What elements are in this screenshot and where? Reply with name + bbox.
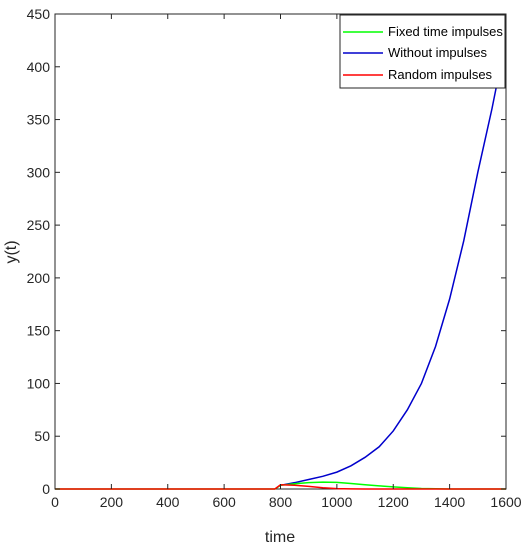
series-layer: [55, 66, 506, 490]
x-tick-label: 1600: [490, 494, 521, 510]
legend-entry-random-impulses: Random impulses: [388, 67, 493, 82]
y-axis-label: y(t): [3, 240, 20, 263]
y-tick-label: 400: [27, 59, 51, 75]
y-tick-label: 100: [27, 375, 51, 391]
x-tick-label: 1000: [321, 494, 352, 510]
y-tick-label: 150: [27, 323, 51, 339]
series-line-random-impulses: [55, 484, 506, 490]
x-tick-label: 600: [212, 494, 236, 510]
y-tick-label: 350: [27, 112, 51, 128]
x-tick-label: 1200: [378, 494, 409, 510]
y-tick-label: 450: [27, 6, 51, 22]
y-tick-label: 0: [42, 481, 50, 497]
x-tick-label: 800: [269, 494, 293, 510]
x-tick-label: 400: [156, 494, 180, 510]
x-tick-label: 0: [51, 494, 59, 510]
legend-box: [339, 14, 506, 89]
x-tick-label: 200: [100, 494, 124, 510]
legend-entry-fixed-time-impulses: Fixed time impulses: [388, 24, 503, 39]
legend: Fixed time impulses Without impulses Ran…: [339, 14, 506, 89]
x-tick-label: 1400: [434, 494, 465, 510]
legend-entry-without-impulses: Without impulses: [388, 45, 487, 60]
x-axis-label: time: [265, 529, 295, 546]
series-line-without-impulses: [280, 66, 502, 487]
tick-layer: 0 200 400 600 800 1000 1200 1400 1600 0 50 100 150 20…: [27, 6, 522, 510]
y-tick-label: 300: [27, 164, 51, 180]
y-tick-label: 250: [27, 217, 51, 233]
y-tick-label: 50: [34, 428, 50, 444]
y-tick-label: 200: [27, 270, 51, 286]
plot-area: [54, 13, 507, 490]
